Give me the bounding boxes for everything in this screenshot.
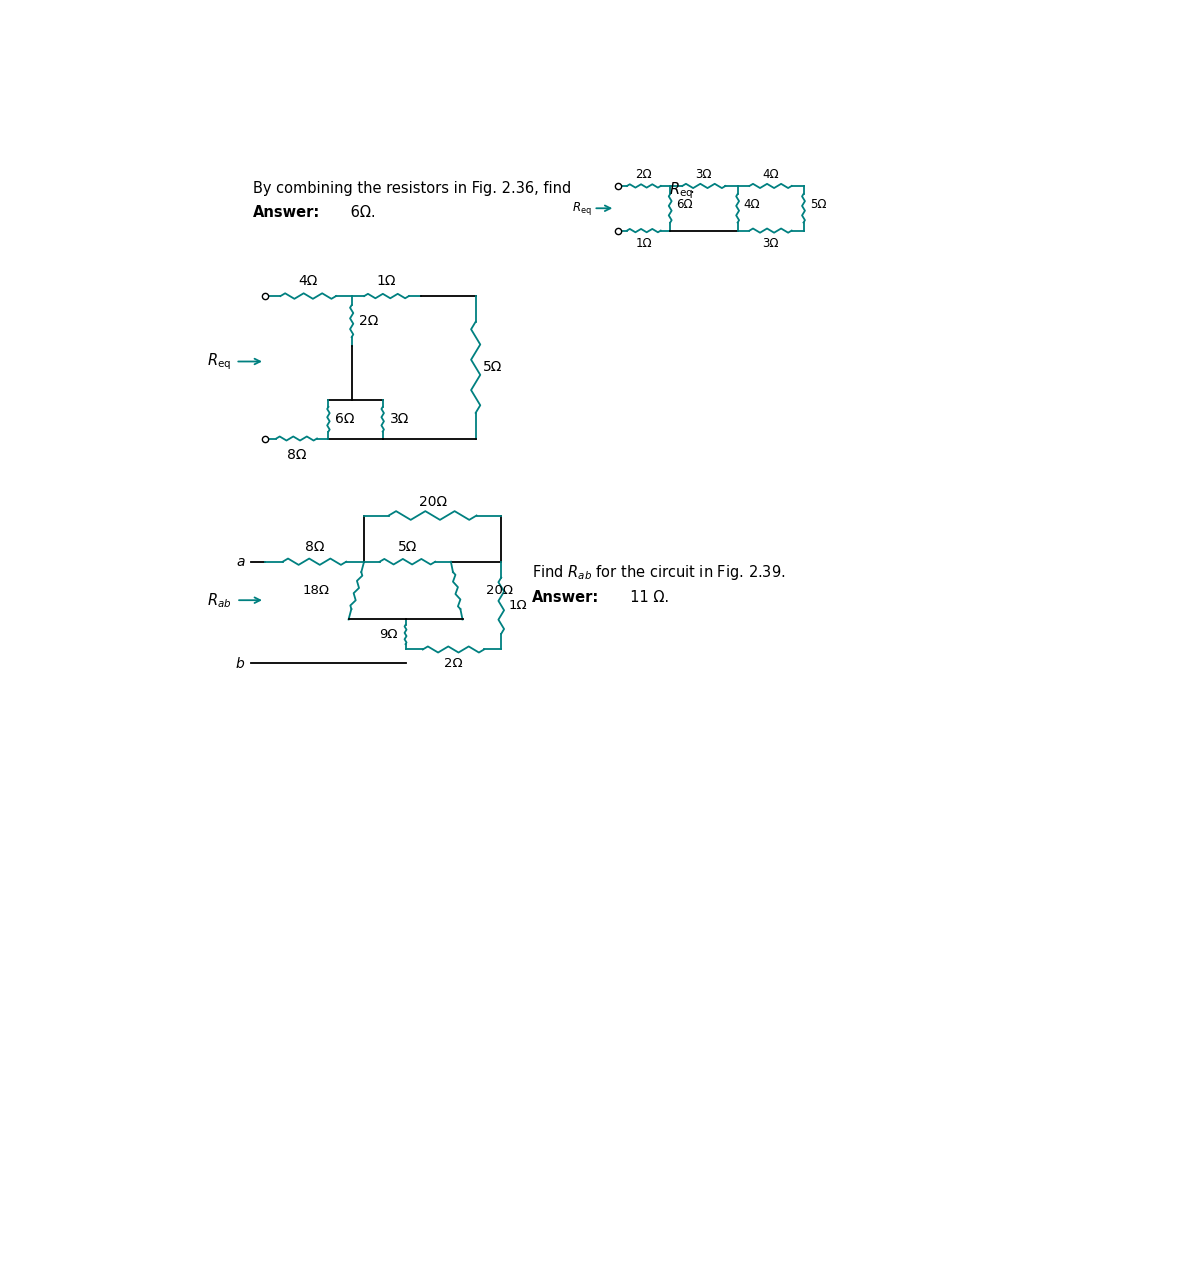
Text: 4Ω: 4Ω — [298, 274, 317, 288]
Text: 2Ω: 2Ω — [636, 168, 652, 180]
Text: $R_{ab}$: $R_{ab}$ — [207, 591, 232, 609]
Text: $R_{\mathrm{eq}}$: $R_{\mathrm{eq}}$ — [572, 200, 592, 216]
Text: Answer:: Answer: — [533, 590, 599, 605]
Text: 4Ω: 4Ω — [744, 198, 761, 211]
Text: $R_{\mathrm{eq}}$: $R_{\mathrm{eq}}$ — [207, 351, 232, 371]
Text: 6Ω.: 6Ω. — [346, 205, 376, 220]
Text: 6Ω: 6Ω — [677, 198, 693, 211]
Text: $b$: $b$ — [235, 655, 245, 671]
Text: 3Ω: 3Ω — [390, 412, 409, 426]
Text: 2Ω: 2Ω — [443, 657, 463, 671]
Text: Answer:: Answer: — [253, 205, 321, 220]
Text: 2Ω: 2Ω — [359, 314, 379, 328]
Text: $R_{\mathrm{eq}}$: $R_{\mathrm{eq}}$ — [669, 180, 693, 201]
Text: 5Ω: 5Ω — [811, 198, 828, 211]
Text: 4Ω: 4Ω — [762, 168, 779, 180]
Text: 9Ω: 9Ω — [379, 628, 398, 641]
Text: 11 Ω.: 11 Ω. — [622, 590, 669, 605]
Text: 18Ω: 18Ω — [302, 584, 329, 596]
Text: 8Ω: 8Ω — [304, 540, 325, 554]
Text: 20Ω: 20Ω — [486, 584, 512, 596]
Text: 5Ω: 5Ω — [398, 540, 417, 554]
Text: .: . — [690, 180, 694, 196]
Text: $a$: $a$ — [235, 554, 245, 568]
Text: 8Ω: 8Ω — [287, 448, 307, 462]
Text: 6Ω: 6Ω — [335, 412, 354, 426]
Text: Find $R_{ab}$ for the circuit in Fig. 2.39.: Find $R_{ab}$ for the circuit in Fig. 2.… — [533, 563, 786, 582]
Text: 3Ω: 3Ω — [696, 168, 712, 180]
Text: 1Ω: 1Ω — [509, 599, 528, 612]
Text: By combining the resistors in Fig. 2.36, find: By combining the resistors in Fig. 2.36,… — [253, 180, 577, 196]
Text: 20Ω: 20Ω — [419, 494, 447, 508]
Text: 5Ω: 5Ω — [484, 360, 503, 374]
Text: 1Ω: 1Ω — [636, 237, 652, 250]
Text: 3Ω: 3Ω — [762, 237, 779, 250]
Text: 1Ω: 1Ω — [377, 274, 396, 288]
